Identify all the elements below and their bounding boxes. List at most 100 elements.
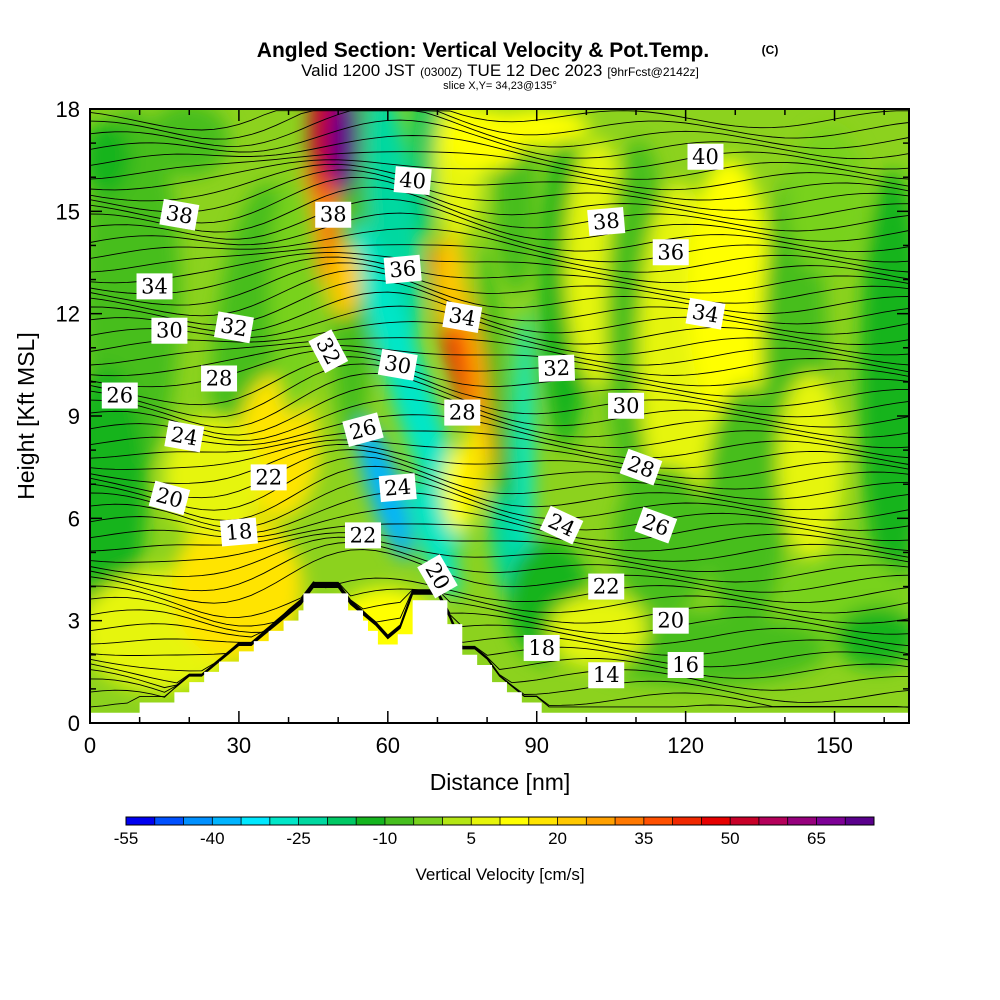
velocity-region: [270, 170, 320, 416]
theta-contour-line: [90, 541, 909, 592]
y-tick-label: 6: [68, 506, 80, 531]
theta-contour-line: [90, 212, 909, 253]
theta-contour-line: [90, 536, 909, 577]
contour-label-text: 30: [613, 394, 640, 418]
velocity-region: [171, 514, 303, 662]
contour-label: 20: [417, 554, 458, 599]
colorbar-label: Vertical Velocity [cm/s]: [415, 865, 584, 884]
x-tick-label: 120: [667, 733, 704, 758]
subtitle-utc-time: (0300Z): [420, 65, 462, 79]
colorbar-swatch: [500, 817, 530, 825]
contour-label-text: 18: [225, 519, 254, 545]
theta-contour-line: [90, 135, 909, 170]
contour-label: 18: [523, 634, 560, 661]
theta-contour-line: [90, 372, 909, 428]
contour-label: 36: [383, 254, 422, 284]
contour-label-box: [151, 317, 188, 344]
theta-contour-line: [90, 198, 909, 242]
contour-label-box: [687, 143, 724, 170]
theta-contour-line: [90, 439, 909, 470]
theta-contour-line: [90, 163, 909, 202]
colorbar-tick-label: -25: [286, 829, 311, 848]
contour-label: 16: [667, 652, 704, 679]
contour-label: 24: [378, 473, 417, 503]
contour-label-box: [377, 348, 418, 381]
contour-label-box: [383, 254, 422, 284]
contour-label-box: [667, 652, 704, 679]
velocity-region: [777, 373, 844, 558]
contour-label-box: [201, 365, 238, 392]
theta-contour-line: [90, 582, 909, 638]
contour-label: 28: [201, 365, 238, 392]
contour-label-box: [523, 634, 560, 661]
slice-label: slice X,Y= 34,23@135°: [443, 80, 557, 92]
theta-contour-line: [90, 159, 909, 191]
colorbar-swatch: [701, 817, 731, 825]
colorbar-swatch: [356, 817, 386, 825]
colorbar-swatch: [154, 817, 185, 825]
contour-label-box: [539, 505, 584, 545]
colorbar-tick-label: -55: [114, 829, 139, 848]
colorbar-swatch: [845, 817, 875, 825]
colorbar-swatch: [298, 817, 328, 825]
theta-contour-line: [90, 169, 909, 213]
contour-label-box: [342, 412, 384, 447]
contour-label: 22: [250, 464, 287, 491]
theta-contour-line: [90, 449, 909, 499]
theta-contour-line: [90, 398, 909, 441]
contour-label-text: 24: [383, 475, 412, 501]
velocity-region: [491, 109, 590, 146]
contour-label-text: 30: [156, 319, 183, 343]
contour-label-text: 34: [447, 303, 477, 331]
colorbar-swatch: [615, 817, 645, 825]
contour-label-box: [588, 662, 625, 689]
contour-label-text: 38: [320, 203, 347, 227]
y-tick-label: 9: [68, 404, 80, 429]
contour-label-box: [308, 329, 349, 374]
theta-contour-line: [90, 244, 909, 273]
colorbar-tick-label: 5: [466, 829, 475, 848]
theta-contour-line: [90, 256, 909, 295]
x-tick-label: 150: [816, 733, 853, 758]
contour-label-box: [148, 480, 191, 516]
theta-contour-line: [90, 356, 909, 406]
colorbar-swatch: [586, 817, 616, 825]
contour-label: 40: [393, 166, 432, 196]
contour-label-box: [608, 392, 645, 419]
colorbar-swatch: [471, 817, 501, 825]
contour-label-box: [164, 420, 205, 453]
chart-subtitle: Valid 1200 JST (0300Z) TUE 12 Dec 2023 [9hr…: [301, 61, 699, 80]
velocity-region: [90, 366, 148, 613]
colorbar-swatch: [327, 817, 357, 825]
colorbar-swatch: [212, 817, 242, 825]
contour-label-box: [250, 464, 287, 491]
contour-label-box: [101, 382, 138, 409]
contour-label: 22: [588, 573, 625, 600]
theta-contour-line: [90, 583, 909, 656]
colorbar-swatch: [241, 817, 271, 825]
colorbar-swatch: [528, 817, 559, 825]
contour-label-box: [588, 573, 625, 600]
contour-label: 38: [587, 207, 626, 237]
contour-label-text: 38: [592, 208, 621, 234]
theta-contour-line: [90, 414, 909, 449]
y-tick-label: 15: [56, 199, 80, 224]
contour-label-text: 18: [528, 636, 555, 660]
contour-label-box: [136, 273, 173, 300]
contour-label-text: 36: [657, 240, 684, 264]
contour-label-text: 28: [206, 366, 233, 390]
colorbar-swatch: [384, 817, 415, 825]
contour-label-text: 36: [388, 256, 417, 282]
contour-label: 20: [652, 607, 689, 634]
copyright-mark: (C): [762, 43, 779, 57]
contour-label: 30: [608, 392, 645, 419]
theta-contour-line: [90, 110, 909, 149]
contour-label: 26: [342, 412, 384, 447]
colorbar-swatch: [126, 817, 156, 825]
colorbar-tick-label: -10: [373, 829, 398, 848]
theta-contour-line: [90, 532, 909, 563]
contour-label-text: 32: [219, 313, 249, 341]
contour-label-box: [345, 522, 381, 549]
theta-contour-line: [90, 581, 909, 627]
